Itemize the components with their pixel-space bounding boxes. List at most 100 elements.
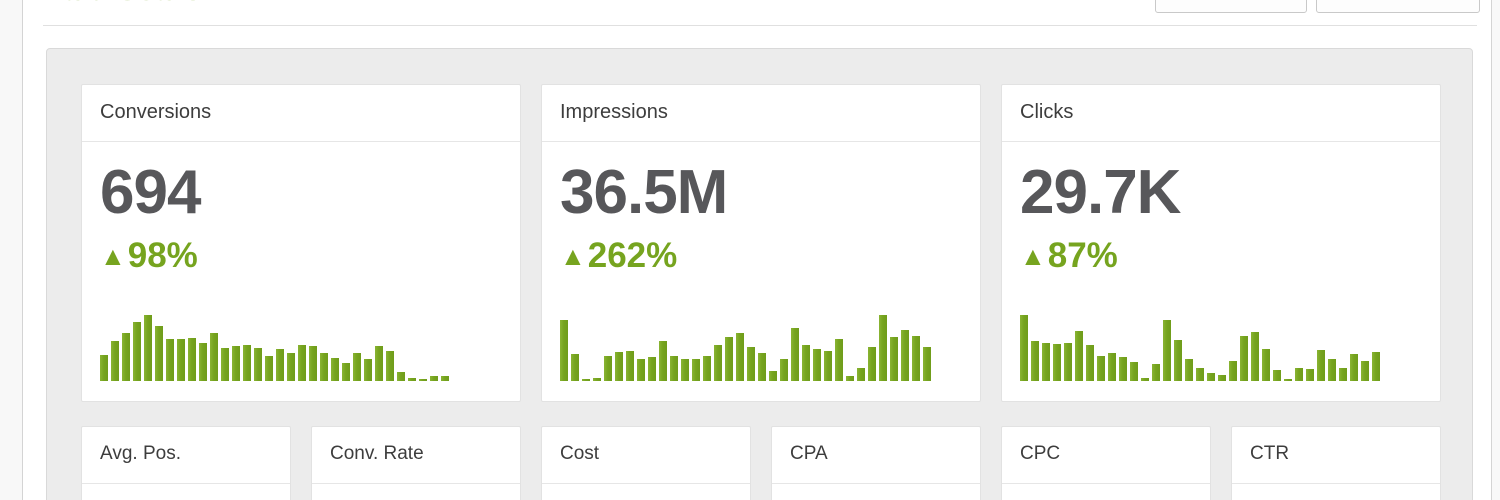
card-title: Conv. Rate (312, 427, 520, 484)
trend-up-icon: ▲ (1020, 241, 1046, 271)
sparkline-bar (901, 330, 909, 381)
metric-card-cost[interactable]: Cost (541, 426, 751, 500)
sparkline-bar (560, 320, 568, 381)
sparkline-bar (1053, 344, 1061, 381)
sparkline-bar (122, 333, 130, 381)
summary-card-clicks[interactable]: Clicks 29.7K ▲ 87% (1001, 84, 1441, 402)
sparkline-bar (188, 338, 196, 381)
sparkline-bar (342, 363, 350, 381)
delta-percent: 262% (587, 236, 678, 275)
metric-card-cpc[interactable]: CPC (1001, 426, 1211, 500)
sparkline-bar (1240, 336, 1248, 381)
summary-card-impressions[interactable]: Impressions 36.5M ▲ 262% (541, 84, 981, 402)
sparkline-bar (758, 353, 766, 381)
sparkline-bar (1262, 349, 1270, 381)
sparkline-bar (375, 346, 383, 381)
sparkline-bar (111, 341, 119, 381)
sparkline-bar (879, 315, 887, 381)
sparkline-bar (637, 359, 645, 381)
sparkline-bar (144, 315, 152, 381)
sparkline-bar (232, 346, 240, 381)
sparkline-bar (593, 378, 601, 381)
sparkline-bar (736, 333, 744, 381)
sparkline-bar (1097, 356, 1105, 381)
sparkline-bar (1207, 373, 1215, 381)
sparkline-bar (1020, 315, 1028, 381)
sparkline-bar (1273, 370, 1281, 381)
sparkline-bar (857, 368, 865, 381)
sparkline-bar (1251, 332, 1259, 381)
header-button-2[interactable] (1316, 0, 1480, 13)
sparkline-bar (430, 376, 438, 381)
metric-card-conv-rate[interactable]: Conv. Rate (311, 426, 521, 500)
sparkline-bar (725, 337, 733, 381)
sparkline-bar (177, 339, 185, 381)
trend-up-icon: ▲ (560, 241, 586, 271)
summary-card-conversions[interactable]: Conversions 694 ▲ 98% (81, 84, 521, 402)
sparkline-bar (100, 355, 108, 381)
sparkline-bar (199, 343, 207, 381)
delta-percent: 87% (1047, 236, 1118, 275)
sparkline-bar (868, 347, 876, 381)
sparkline-chart (100, 315, 480, 381)
sparkline-bar (1064, 343, 1072, 381)
sparkline-bar (1295, 368, 1303, 381)
sparkline-bar (692, 359, 700, 381)
sparkline-bar (1284, 379, 1292, 381)
sparkline-bar (265, 356, 273, 381)
sparkline-bar (1130, 362, 1138, 381)
sparkline-bar (386, 351, 394, 381)
metric-card-avg-pos[interactable]: Avg. Pos. (81, 426, 291, 500)
sparkline-bar (604, 356, 612, 381)
header-button-1[interactable] (1155, 0, 1307, 13)
sparkline-bar (166, 339, 174, 381)
sparkline-bar (1196, 368, 1204, 381)
sparkline-bar (1350, 354, 1358, 381)
page-title: Paid Search (43, 0, 220, 8)
card-title: CPA (772, 427, 980, 484)
sparkline-bar (1317, 350, 1325, 381)
sparkline-bar (441, 376, 449, 381)
metrics-panel: Conversions 694 ▲ 98% Impressions 36.5M … (46, 48, 1473, 500)
sparkline-bar (648, 357, 656, 381)
sparkline-bar (276, 349, 284, 381)
sparkline-bar (1218, 375, 1226, 381)
sparkline-bar (397, 372, 405, 381)
trend-delta: ▲ 98% (100, 238, 520, 273)
sparkline-bar (659, 341, 667, 381)
trend-up-icon: ▲ (100, 241, 126, 271)
sparkline-bar (1075, 331, 1083, 381)
header-divider (43, 25, 1477, 26)
sparkline-bar (670, 356, 678, 381)
sparkline-bar (1086, 345, 1094, 381)
sparkline-bar (681, 359, 689, 381)
sparkline-bar (912, 336, 920, 381)
sparkline-bar (813, 349, 821, 381)
metric-card-ctr[interactable]: CTR (1231, 426, 1441, 500)
delta-percent: 98% (127, 236, 198, 275)
sparkline-bar (1339, 368, 1347, 381)
metric-card-cpa[interactable]: CPA (771, 426, 981, 500)
sparkline-bar (1306, 369, 1314, 381)
sparkline-bar (1328, 359, 1336, 381)
content-area: Paid Search Conversions 694 ▲ 98% Impres… (22, 0, 1492, 500)
sparkline-bar (747, 347, 755, 381)
sparkline-bar (320, 353, 328, 381)
sparkline-chart (1020, 315, 1400, 381)
sparkline-bar (1031, 341, 1039, 381)
sparkline-bar (353, 353, 361, 381)
trend-delta: ▲ 87% (1020, 238, 1440, 273)
card-title: Avg. Pos. (82, 427, 290, 484)
sparkline-bar (133, 322, 141, 381)
sparkline-bar (571, 354, 579, 381)
sparkline-bar (1163, 320, 1171, 381)
card-title: Cost (542, 427, 750, 484)
sparkline-bar (714, 345, 722, 381)
sparkline-bar (155, 326, 163, 381)
sparkline-bar (923, 347, 931, 381)
sparkline-bar (769, 371, 777, 381)
trend-delta: ▲ 262% (560, 238, 980, 273)
sparkline-bar (626, 351, 634, 381)
sparkline-bar (802, 345, 810, 381)
